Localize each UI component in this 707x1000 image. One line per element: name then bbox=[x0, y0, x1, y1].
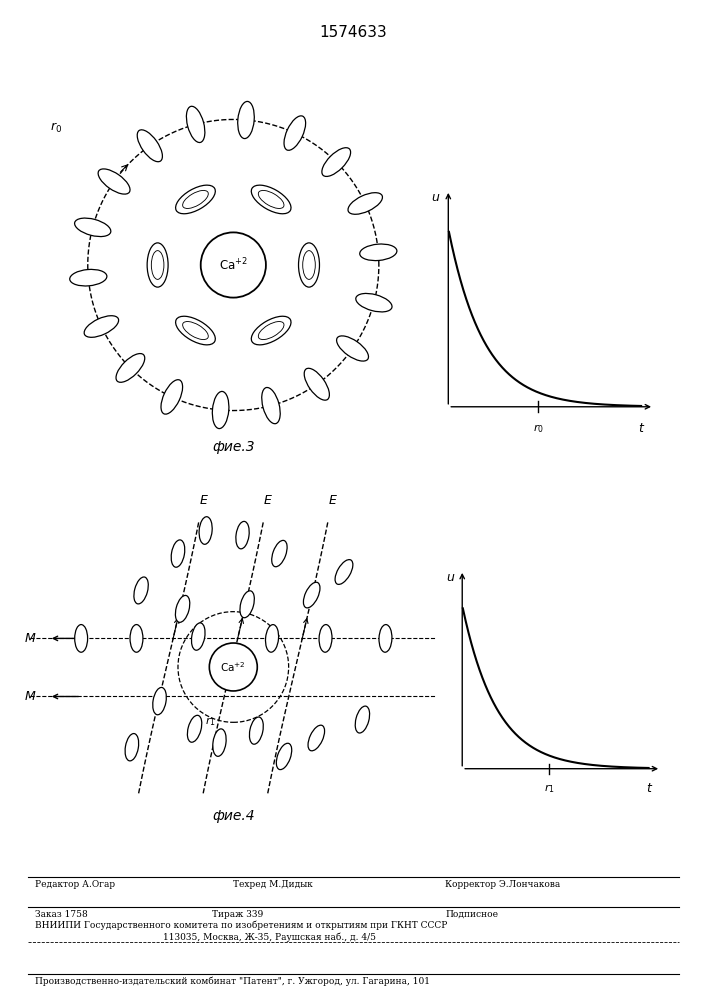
Ellipse shape bbox=[187, 715, 201, 742]
Ellipse shape bbox=[137, 130, 163, 162]
Text: Техред М.Дидык: Техред М.Дидык bbox=[233, 880, 313, 889]
Ellipse shape bbox=[75, 625, 88, 652]
Circle shape bbox=[209, 643, 257, 691]
Ellipse shape bbox=[258, 322, 284, 340]
Text: Ca$^{+2}$: Ca$^{+2}$ bbox=[221, 660, 246, 674]
Ellipse shape bbox=[175, 595, 189, 622]
Circle shape bbox=[201, 232, 266, 298]
Ellipse shape bbox=[276, 743, 292, 770]
Text: 1574633: 1574633 bbox=[320, 25, 387, 40]
Text: E: E bbox=[264, 494, 272, 507]
Ellipse shape bbox=[199, 517, 212, 544]
Ellipse shape bbox=[130, 625, 143, 652]
Ellipse shape bbox=[240, 591, 255, 618]
Ellipse shape bbox=[322, 148, 351, 176]
Ellipse shape bbox=[308, 725, 325, 751]
Text: Заказ 1758: Заказ 1758 bbox=[35, 910, 88, 919]
Ellipse shape bbox=[182, 322, 209, 340]
Ellipse shape bbox=[250, 717, 263, 744]
Ellipse shape bbox=[187, 106, 205, 143]
Ellipse shape bbox=[171, 540, 185, 567]
Text: 113035, Москва, Ж-35, Раушская наб., д. 4/5: 113035, Москва, Ж-35, Раушская наб., д. … bbox=[163, 932, 375, 942]
Ellipse shape bbox=[238, 101, 255, 139]
Ellipse shape bbox=[212, 391, 229, 429]
Text: Подписное: Подписное bbox=[445, 910, 498, 919]
Text: u: u bbox=[446, 571, 454, 584]
Text: Производственно-издательский комбинат "Патент", г. Ужгород, ул. Гагарина, 101: Производственно-издательский комбинат "П… bbox=[35, 977, 431, 986]
Text: фие.3: фие.3 bbox=[212, 440, 255, 454]
Text: $r_0$: $r_0$ bbox=[533, 422, 544, 435]
Ellipse shape bbox=[355, 706, 370, 733]
Text: E: E bbox=[329, 494, 337, 507]
Ellipse shape bbox=[175, 316, 216, 345]
Ellipse shape bbox=[161, 380, 182, 414]
Ellipse shape bbox=[251, 185, 291, 214]
Text: Редактор А.Огар: Редактор А.Огар bbox=[35, 880, 115, 889]
Ellipse shape bbox=[258, 190, 284, 208]
Text: $r_1$: $r_1$ bbox=[544, 782, 554, 795]
Text: фие.4: фие.4 bbox=[212, 809, 255, 823]
Ellipse shape bbox=[175, 185, 216, 214]
Ellipse shape bbox=[337, 336, 368, 361]
Text: Корректор Э.Лончакова: Корректор Э.Лончакова bbox=[445, 880, 561, 889]
Text: Ca$^{+2}$: Ca$^{+2}$ bbox=[219, 257, 247, 273]
Text: t: t bbox=[646, 782, 651, 795]
Ellipse shape bbox=[379, 625, 392, 652]
Text: M: M bbox=[25, 632, 36, 645]
Ellipse shape bbox=[70, 269, 107, 286]
Ellipse shape bbox=[266, 625, 279, 652]
Ellipse shape bbox=[151, 251, 164, 279]
Ellipse shape bbox=[303, 251, 315, 279]
Ellipse shape bbox=[182, 190, 209, 208]
Ellipse shape bbox=[153, 687, 166, 715]
Ellipse shape bbox=[75, 218, 111, 237]
Text: M: M bbox=[25, 690, 36, 703]
Ellipse shape bbox=[303, 582, 320, 608]
Text: $r_1$: $r_1$ bbox=[205, 715, 216, 728]
Ellipse shape bbox=[271, 540, 287, 567]
Ellipse shape bbox=[319, 625, 332, 652]
Ellipse shape bbox=[125, 734, 139, 761]
Ellipse shape bbox=[304, 368, 329, 400]
Ellipse shape bbox=[116, 354, 145, 382]
Ellipse shape bbox=[134, 577, 148, 604]
Ellipse shape bbox=[213, 729, 226, 756]
Text: u: u bbox=[431, 191, 439, 204]
Ellipse shape bbox=[84, 316, 119, 337]
Text: Тираж 339: Тираж 339 bbox=[212, 910, 263, 919]
Text: ВНИИПИ Государственного комитета по изобретениям и открытиям при ГКНТ СССР: ВНИИПИ Государственного комитета по изоб… bbox=[35, 921, 448, 930]
Ellipse shape bbox=[251, 316, 291, 345]
Ellipse shape bbox=[262, 387, 280, 424]
Text: t: t bbox=[638, 422, 643, 435]
Ellipse shape bbox=[236, 521, 249, 549]
Ellipse shape bbox=[360, 244, 397, 261]
Ellipse shape bbox=[98, 169, 130, 194]
Ellipse shape bbox=[147, 243, 168, 287]
Ellipse shape bbox=[335, 560, 353, 584]
Ellipse shape bbox=[348, 193, 382, 214]
Ellipse shape bbox=[356, 293, 392, 312]
Ellipse shape bbox=[284, 116, 305, 150]
Text: E: E bbox=[199, 494, 207, 507]
Ellipse shape bbox=[192, 623, 205, 650]
Ellipse shape bbox=[298, 243, 320, 287]
Text: $r_0$: $r_0$ bbox=[50, 121, 62, 135]
